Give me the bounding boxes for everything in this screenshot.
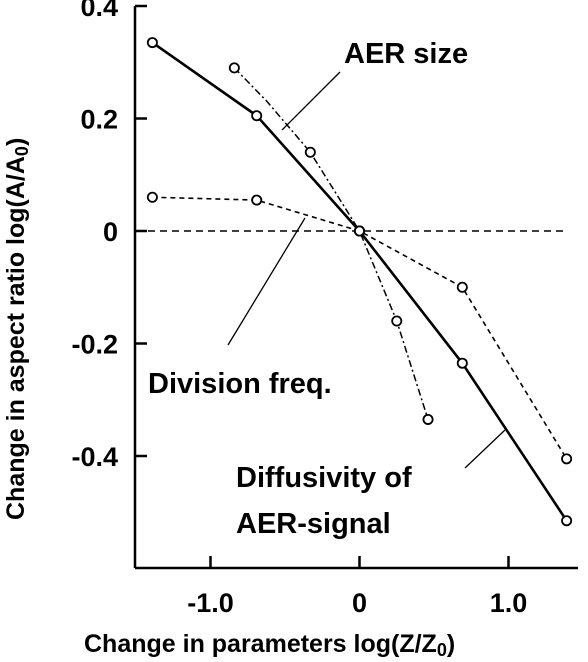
annotation-diffusivity-line2: AER-signal <box>236 508 391 540</box>
data-point-marker <box>228 62 240 74</box>
data-point-marker <box>304 146 316 158</box>
data-point-marker <box>251 194 263 206</box>
data-point-marker <box>456 357 468 369</box>
y-tick-label: -0.2 <box>71 330 118 360</box>
division-freq-leader-line <box>227 217 306 346</box>
y-axis-title-subscript: 0 <box>12 146 32 156</box>
data-point-marker <box>146 191 158 203</box>
data-point-marker <box>353 225 365 237</box>
axis-ticks: 0.4 0.2 0 -0.2 -0.4 -1.0 0 1.0 <box>71 0 527 618</box>
series-lines <box>151 41 568 522</box>
x-axis-title-subscript: 0 <box>437 640 447 660</box>
x-tick-label: -1.0 <box>187 588 234 618</box>
data-point-marker <box>422 413 434 425</box>
y-tick-label: 0.4 <box>80 0 118 22</box>
series-line-aer-size <box>233 67 429 420</box>
x-axis-title: Change in parameters log(Z/Z0) <box>84 630 455 660</box>
data-point-marker <box>251 110 263 122</box>
annotation-diffusivity-line1: Diffusivity of <box>236 462 412 494</box>
series-markers <box>146 37 573 527</box>
y-tick-label: 0.2 <box>80 105 118 135</box>
x-tick-label: 1.0 <box>490 588 528 618</box>
diffusivity-leader-line <box>464 429 506 469</box>
annotation-aer-size: AER size <box>344 38 468 70</box>
data-point-marker <box>391 315 403 327</box>
y-axis-title: Change in aspect ratio log(A/A0) <box>2 138 32 520</box>
series-line-diffusivity-of-aer-signal <box>151 41 568 522</box>
data-point-marker <box>146 37 158 49</box>
y-axis-title-end: ) <box>2 138 30 146</box>
aer-size-leader-line <box>281 71 341 131</box>
annotation-division-freq: Division freq. <box>148 368 332 400</box>
y-axis-title-main: Change in aspect ratio log(A/A <box>2 156 30 520</box>
x-axis-title-main: Change in parameters log(Z/Z <box>84 630 437 658</box>
data-point-marker <box>561 453 573 465</box>
y-tick-label: 0 <box>103 217 118 247</box>
x-tick-label: 0 <box>352 588 367 618</box>
y-tick-label: -0.4 <box>71 442 118 472</box>
x-axis-title-end: ) <box>447 630 455 658</box>
data-point-marker <box>456 281 468 293</box>
data-point-marker <box>561 515 573 527</box>
